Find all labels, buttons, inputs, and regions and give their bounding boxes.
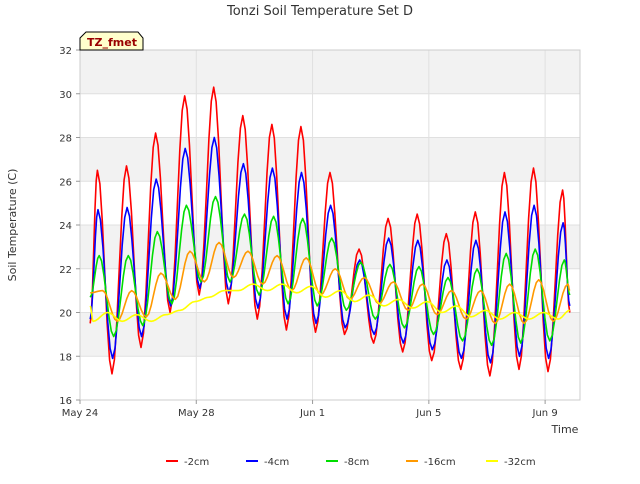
chart-title: Tonzi Soil Temperature Set D — [226, 4, 413, 19]
x-tick-label: May 24 — [62, 408, 99, 419]
station-label: TZ_fmet — [87, 36, 137, 49]
grid-band — [80, 50, 580, 94]
x-axis-ticks: May 24 May 28 Jun 1 Jun 5 Jun 9 — [62, 400, 558, 419]
x-axis-label: Time — [551, 423, 579, 436]
y-axis-ticks: 16 18 20 22 24 26 28 30 32 — [59, 46, 80, 407]
legend-label: -4cm — [264, 457, 289, 468]
grid-band — [80, 225, 580, 269]
y-tick-label: 20 — [59, 309, 72, 320]
y-tick-label: 16 — [59, 396, 72, 407]
y-tick-label: 26 — [59, 177, 72, 188]
legend-label: -2cm — [184, 457, 209, 468]
y-tick-label: 22 — [59, 265, 72, 276]
series-line-minus-16cm — [90, 241, 571, 325]
y-tick-label: 30 — [59, 90, 72, 101]
series-line-minus-32cm — [89, 283, 571, 323]
x-tick-label: Jun 5 — [415, 408, 441, 419]
y-axis-label: Soil Temperature (C) — [6, 169, 19, 282]
legend-label: -32cm — [504, 457, 536, 468]
x-tick-label: May 28 — [178, 408, 215, 419]
y-tick-label: 24 — [59, 221, 72, 232]
series-layer — [89, 86, 571, 377]
y-tick-label: 32 — [59, 46, 72, 57]
x-tick-label: Jun 9 — [532, 408, 558, 419]
station-label-shape — [79, 31, 144, 51]
legend: -2cm -4cm -8cm -16cm -32cm — [166, 457, 536, 468]
x-tick-label: Jun 1 — [299, 408, 325, 419]
y-tick-label: 28 — [59, 134, 72, 145]
legend-label: -8cm — [344, 457, 369, 468]
legend-label: -16cm — [424, 457, 456, 468]
y-tick-label: 18 — [59, 352, 72, 363]
station-label-box: TZ_fmet — [79, 31, 144, 51]
grid-band — [80, 312, 580, 357]
